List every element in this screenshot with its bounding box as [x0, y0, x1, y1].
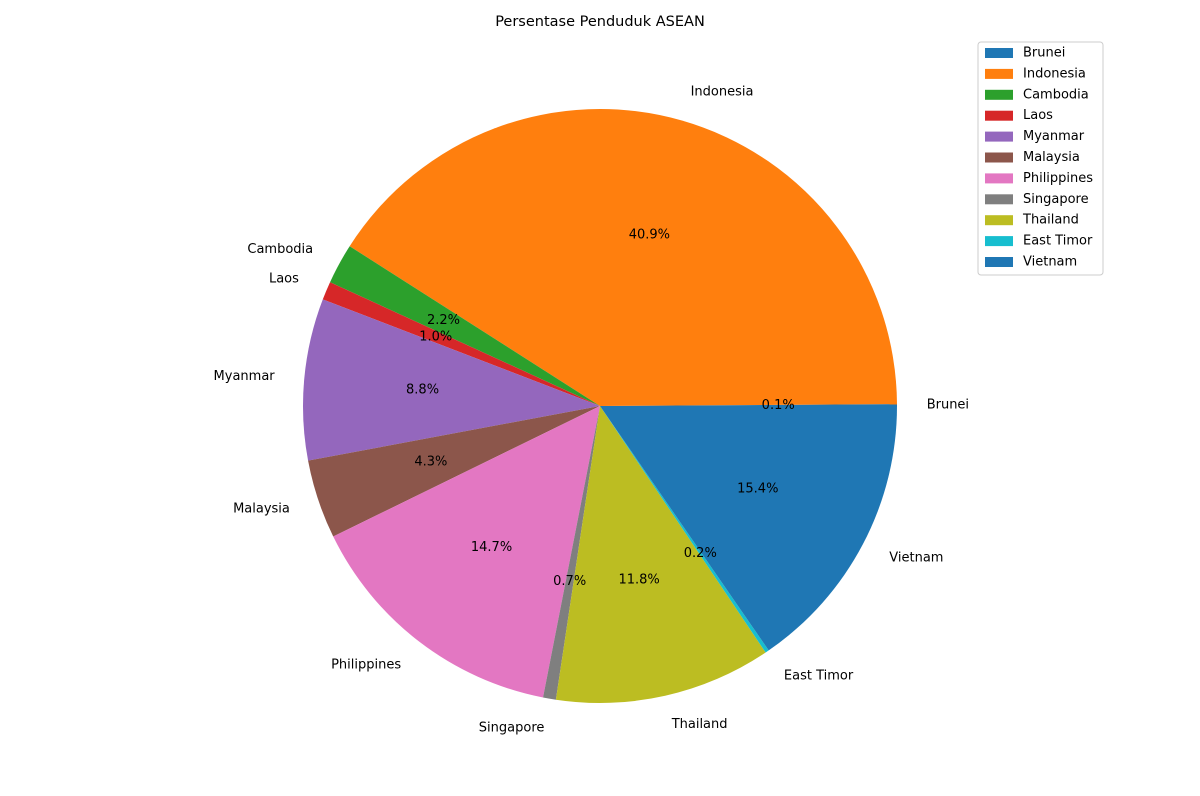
legend-label-east-timor: East Timor: [1023, 234, 1093, 249]
slice-label-cambodia: Cambodia: [247, 242, 313, 257]
pie-slice-laos: [322, 282, 600, 406]
pie-slice-malaysia: [308, 406, 600, 537]
pie-slice-brunei: [600, 404, 898, 406]
percent-label-vietnam: 15.4%: [737, 481, 778, 496]
legend-swatch-vietnam: [985, 257, 1013, 267]
pie-slice-cambodia: [330, 246, 600, 406]
slice-label-laos: Laos: [269, 272, 299, 287]
legend-swatch-myanmar: [985, 131, 1013, 142]
slice-label-indonesia: Indonesia: [691, 85, 754, 100]
pie-slice-singapore: [543, 406, 600, 700]
legend-label-cambodia: Cambodia: [1023, 87, 1089, 102]
slice-label-brunei: Brunei: [927, 397, 969, 412]
slice-label-malaysia: Malaysia: [233, 501, 290, 516]
legend-label-myanmar: Myanmar: [1023, 129, 1085, 144]
pie-slice-myanmar: [302, 299, 600, 461]
percent-label-indonesia: 40.9%: [629, 227, 670, 242]
pie-slice-labels: Brunei Indonesia Cambodia Laos Myanmar Malays…: [214, 85, 969, 736]
legend-label-singapore: Singapore: [1023, 192, 1089, 207]
legend-swatch-singapore: [985, 194, 1013, 205]
pie-percent-labels: 0.1% 40.9% 2.2%1.0% 8.8% 4.3% 14.7% 0.7% 11.8% 0…: [406, 227, 795, 589]
legend-swatch-brunei: [985, 48, 1013, 58]
percent-label-thailand: 11.8%: [618, 572, 659, 587]
legend-swatch-malaysia: [985, 152, 1013, 163]
chart-title: Persentase Penduduk ASEAN: [495, 14, 705, 30]
percent-label-brunei: 0.1%: [762, 398, 795, 413]
slice-label-singapore: Singapore: [479, 720, 545, 735]
legend-label-indonesia: Indonesia: [1023, 66, 1086, 81]
legend-label-philippines: Philippines: [1023, 171, 1093, 186]
percent-label-philippines: 14.7%: [471, 540, 512, 555]
legend-swatch-philippines: [985, 173, 1013, 184]
pie-slice-vietnam: [600, 406, 897, 651]
legend: Brunei Indonesia Cambodia Laos Myanmar Malays…: [977, 41, 1104, 276]
legend-label-brunei: Brunei: [1023, 46, 1065, 61]
percent-label-cambodia: 2.2%: [427, 313, 460, 328]
slice-label-thailand: Thailand: [671, 717, 728, 732]
legend-swatch-cambodia: [985, 89, 1013, 100]
legend-swatch-indonesia: [985, 68, 1013, 79]
percent-label-east-timor: 0.2%: [684, 546, 717, 561]
slice-label-vietnam: Vietnam: [889, 550, 943, 565]
pie-slice-east-timor: [600, 406, 769, 653]
legend-swatch-thailand: [985, 215, 1013, 226]
percent-label-myanmar: 8.8%: [406, 382, 439, 397]
pie-slice-indonesia: [349, 109, 897, 406]
legend-label-malaysia: Malaysia: [1023, 150, 1080, 165]
legend-swatch-east-timor: [985, 236, 1013, 247]
legend-label-thailand: Thailand: [1022, 213, 1079, 228]
slice-label-philippines: Philippines: [331, 658, 401, 673]
pie-slice-philippines: [333, 406, 600, 698]
legend-swatch-laos: [985, 110, 1013, 121]
percent-label-laos: 1.0%: [419, 329, 452, 344]
percent-label-malaysia: 4.3%: [414, 455, 447, 470]
pie-slices: [302, 109, 898, 703]
legend-label-laos: Laos: [1023, 108, 1053, 123]
percent-label-singapore: 0.7%: [553, 574, 586, 589]
pie-slice-thailand: [555, 406, 766, 703]
slice-label-east-timor: East Timor: [784, 669, 854, 684]
legend-label-vietnam: Vietnam: [1023, 255, 1077, 270]
slice-label-myanmar: Myanmar: [214, 369, 276, 384]
